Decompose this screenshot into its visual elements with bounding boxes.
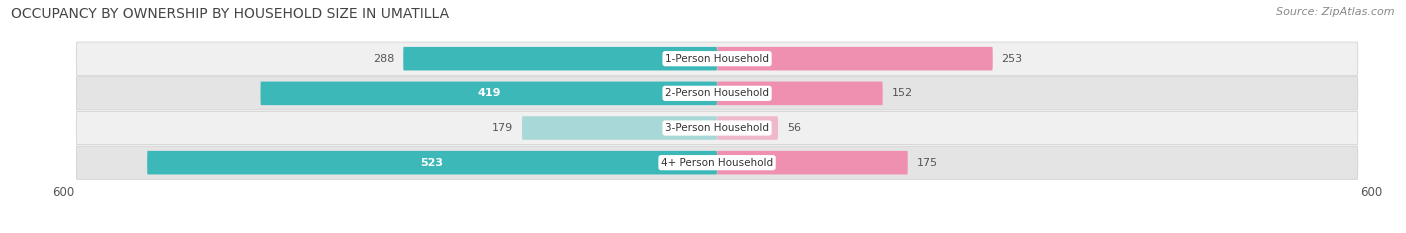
FancyBboxPatch shape [76, 111, 1358, 145]
Text: 152: 152 [891, 88, 912, 98]
FancyBboxPatch shape [76, 77, 1358, 110]
Text: Source: ZipAtlas.com: Source: ZipAtlas.com [1277, 7, 1395, 17]
FancyBboxPatch shape [260, 82, 717, 105]
FancyBboxPatch shape [148, 151, 717, 175]
FancyBboxPatch shape [717, 151, 908, 175]
FancyBboxPatch shape [717, 116, 778, 140]
FancyBboxPatch shape [76, 146, 1358, 179]
FancyBboxPatch shape [76, 42, 1358, 75]
Text: 175: 175 [917, 158, 938, 168]
Text: 56: 56 [787, 123, 801, 133]
Text: 523: 523 [420, 158, 444, 168]
Text: OCCUPANCY BY OWNERSHIP BY HOUSEHOLD SIZE IN UMATILLA: OCCUPANCY BY OWNERSHIP BY HOUSEHOLD SIZE… [11, 7, 450, 21]
FancyBboxPatch shape [522, 116, 717, 140]
Text: 419: 419 [477, 88, 501, 98]
FancyBboxPatch shape [717, 47, 993, 70]
Text: 288: 288 [373, 54, 395, 64]
Text: 4+ Person Household: 4+ Person Household [661, 158, 773, 168]
Text: 1-Person Household: 1-Person Household [665, 54, 769, 64]
Text: 179: 179 [492, 123, 513, 133]
Text: 3-Person Household: 3-Person Household [665, 123, 769, 133]
FancyBboxPatch shape [404, 47, 717, 70]
Text: 2-Person Household: 2-Person Household [665, 88, 769, 98]
FancyBboxPatch shape [717, 82, 883, 105]
Text: 253: 253 [1001, 54, 1022, 64]
